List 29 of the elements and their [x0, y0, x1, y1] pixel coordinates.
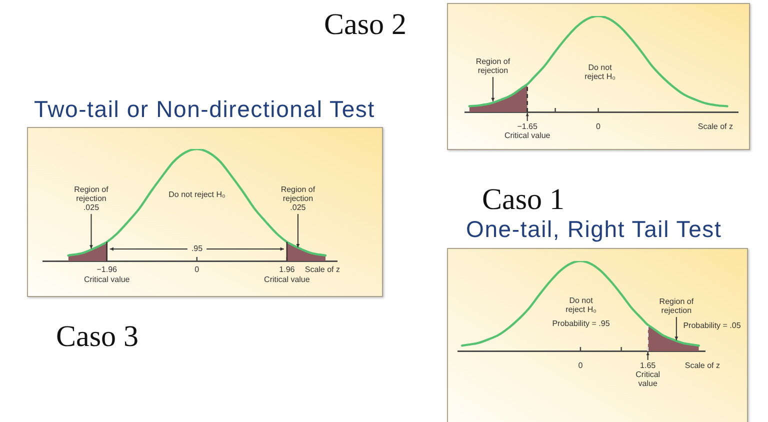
annotation: Do not reject H₀	[168, 190, 226, 200]
x-axis-title: Scale of z	[698, 122, 733, 132]
x-axis-title: Scale of z	[684, 361, 720, 370]
chart-subtitle: Two-tail or Non-directional Test	[34, 96, 375, 122]
chart-title: Caso 1	[482, 183, 564, 216]
ref-line-label: Critical value	[84, 275, 130, 284]
x-tick-label: 0	[194, 265, 200, 274]
ref-line-label: Critical value	[636, 370, 660, 388]
ref-line-label: Critical value	[264, 275, 310, 284]
x-tick-label: −1.65	[517, 122, 538, 132]
annotation: Region of rejection	[659, 297, 694, 316]
annotation: Probability = .95	[552, 319, 610, 328]
annotation: Region of rejection .025	[74, 185, 110, 212]
text: Caso 3	[56, 320, 138, 353]
annotation: Do not reject H₀	[566, 296, 596, 314]
x-tick-label: −1.96	[96, 265, 118, 274]
annotation: .95	[191, 244, 204, 254]
x-tick-label: 1.65	[640, 361, 656, 370]
chart-subtitle: One-tail, Right Tail Test	[466, 216, 722, 242]
chart-title: Caso 2	[324, 8, 406, 41]
annotation: Region of rejection	[476, 57, 511, 76]
annotation: Probability = .05	[683, 321, 742, 330]
x-tick-label: 0	[578, 361, 584, 370]
ref-line-label: Critical value	[504, 131, 551, 140]
x-tick-label: 1.96	[279, 265, 296, 274]
x-axis-title: Scale of z	[304, 265, 340, 274]
x-tick-label: 0	[596, 122, 602, 132]
annotation: Region of rejection .025	[280, 185, 316, 212]
annotation: Do not reject H₀	[584, 63, 616, 82]
